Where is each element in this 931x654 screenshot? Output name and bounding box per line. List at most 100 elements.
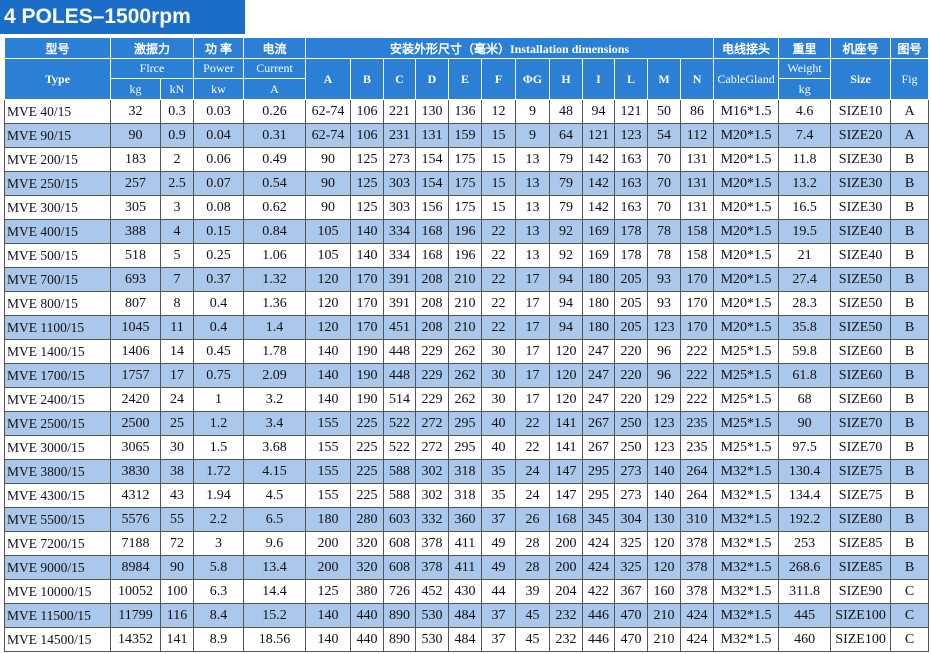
data-cell: 140 [305,363,352,388]
data-cell: 200 [305,531,352,556]
data-cell: SIZE20 [830,123,892,148]
data-cell: 220 [614,339,649,364]
data-cell: 303 [383,195,417,220]
data-cell: M32*1.5 [713,579,780,604]
data-cell: M32*1.5 [713,483,780,508]
data-cell: 13.4 [243,555,307,580]
data-cell: 332 [415,507,450,532]
data-cell: 0.07 [193,171,245,196]
data-cell: 424 [680,627,715,652]
data-cell: 121 [614,99,649,124]
type-cell: MVE 800/15 [4,291,111,316]
data-cell: B [890,219,930,244]
header-cell: kg [778,78,832,100]
table-row: MVE 1700/15 1757 17 0.75 2.09 140 190 448 229 262… [4,363,930,388]
data-cell: 180 [582,315,616,340]
data-cell: M20*1.5 [713,147,780,172]
data-cell: 141 [549,411,584,436]
data-cell: B [890,339,930,364]
data-cell: B [890,147,930,172]
data-cell: 232 [549,603,584,628]
data-cell: 210 [448,291,483,316]
data-cell: 378 [680,531,715,556]
data-cell: 130 [415,99,450,124]
header-cell: Current [243,58,307,79]
header-cell: Type [4,58,111,100]
data-cell: 3830 [110,459,161,484]
data-cell: 15.2 [243,603,307,628]
data-cell: M32*1.5 [713,531,780,556]
header-cell: kN [159,78,195,100]
data-cell: 588 [383,459,417,484]
type-cell: MVE 3800/15 [4,459,111,484]
type-cell: MVE 7200/15 [4,531,111,556]
data-cell: 2.5 [159,171,195,196]
data-cell: 64 [549,123,584,148]
data-cell: 588 [383,483,417,508]
data-cell: 169 [582,219,616,244]
header-cell: ΦG [515,58,551,100]
data-cell: 0.37 [193,267,245,292]
data-cell: 131 [680,171,715,196]
data-cell: M20*1.5 [713,267,780,292]
data-cell: B [890,411,930,436]
data-cell: 1757 [110,363,161,388]
data-cell: 1.4 [243,315,307,340]
data-cell: 14 [159,339,195,364]
data-cell: 3.2 [243,387,307,412]
data-cell: 169 [582,243,616,268]
data-cell: SIZE50 [830,291,892,316]
data-cell: 247 [582,339,616,364]
data-cell: 0.31 [243,123,307,148]
data-cell: 120 [647,555,682,580]
data-cell: SIZE90 [830,579,892,604]
data-cell: 325 [614,531,649,556]
data-cell: 445 [778,603,832,628]
table-row: MVE 14500/15 14352 141 8.9 18.56 140 440 890 530… [4,627,930,652]
data-cell: 295 [448,411,483,436]
data-cell: 93 [647,267,682,292]
data-cell: 90 [778,411,832,436]
data-cell: B [890,507,930,532]
data-cell: 6.5 [243,507,307,532]
data-cell: 603 [383,507,417,532]
data-cell: B [890,531,930,556]
header-cell: 图号 [890,37,930,59]
table-row: MVE 250/15 257 2.5 0.07 0.54 90 125 303 154 175 15… [4,171,930,196]
data-cell: 0.49 [243,147,307,172]
data-cell: 470 [614,627,649,652]
data-cell: 272 [415,411,450,436]
data-cell: 22 [481,219,517,244]
data-cell: 130 [647,507,682,532]
table-row: MVE 2400/15 2420 24 1 3.2 140 190 514 229 262 30 17… [4,387,930,412]
data-cell: 49 [481,531,517,556]
header-cell: Fig [890,58,930,100]
data-cell: M20*1.5 [713,243,780,268]
table-row: MVE 40/15 32 0.3 0.03 0.26 62-74 106 221 130 136 1… [4,99,930,124]
data-cell: 0.08 [193,195,245,220]
data-cell: 92 [549,219,584,244]
data-cell: 140 [305,603,352,628]
data-cell: 311.8 [778,579,832,604]
data-cell: 273 [614,459,649,484]
data-cell: 280 [350,507,385,532]
data-cell: 470 [614,603,649,628]
data-cell: SIZE85 [830,555,892,580]
data-cell: 142 [582,171,616,196]
data-cell: 154 [415,171,450,196]
data-cell: 123 [647,435,682,460]
data-cell: 19.5 [778,219,832,244]
data-cell: 264 [680,483,715,508]
data-cell: 1 [193,387,245,412]
table-row: MVE 400/15 388 4 0.15 0.84 105 140 334 168 196 22 1… [4,219,930,244]
data-cell: 430 [448,579,483,604]
data-cell: 7188 [110,531,161,556]
data-cell: 140 [305,339,352,364]
header-cell: A [305,58,352,100]
data-cell: 608 [383,555,417,580]
table-row: MVE 9000/15 8984 90 5.8 13.4 200 320 608 378 411 4… [4,555,930,580]
data-cell: 18.56 [243,627,307,652]
data-cell: 13.2 [778,171,832,196]
data-cell: 262 [448,363,483,388]
